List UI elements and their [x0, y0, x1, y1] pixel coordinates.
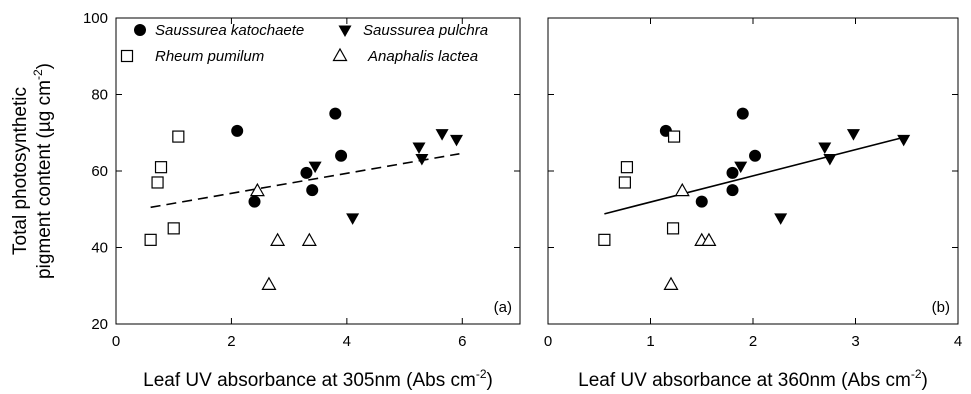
x-tick-label: 6 — [458, 333, 466, 350]
point-anaphalis-lactea — [270, 232, 286, 246]
x-tick-label: 1 — [646, 333, 654, 350]
plot-frame — [547, 17, 959, 325]
y-axis-title-line2: pigment content (µg cm-2) — [31, 63, 55, 279]
point-saussurea-pulchra — [818, 142, 832, 155]
legend-marker-anaphalis-lactea — [332, 47, 348, 62]
x-tick-label: 4 — [954, 333, 962, 350]
point-rheum-pumilum — [618, 176, 631, 189]
point-anaphalis-lactea — [701, 232, 717, 246]
panel-label: (a) — [494, 299, 512, 316]
point-rheum-pumilum — [167, 222, 180, 235]
panel-a: 0 2 4 6 20 40 60 80 100 (a) Leaf UV absorbance at … — [83, 10, 521, 391]
point-saussurea-pulchra — [435, 129, 449, 141]
point-saussurea-katochaete — [248, 195, 261, 208]
point-saussurea-katochaete — [231, 124, 244, 137]
legend-label: Rheum pumilum — [155, 48, 264, 65]
point-saussurea-pulchra — [734, 161, 748, 174]
point-saussurea-katochaete — [329, 107, 342, 120]
point-rheum-pumilum — [154, 161, 168, 174]
x-axis-title-text: Leaf UV absorbance at 305nm (Abs cm — [143, 370, 476, 391]
y-axis-title-exponent: -2 — [31, 69, 45, 80]
y-axis-title-close: ) — [34, 63, 55, 69]
y-tick-label: 100 — [83, 10, 108, 27]
trend-line — [604, 136, 904, 215]
point-rheum-pumilum — [172, 130, 185, 143]
x-axis-title-exponent: -2 — [911, 367, 922, 381]
point-anaphalis-lactea — [261, 276, 277, 290]
point-saussurea-pulchra — [823, 154, 837, 166]
trend-line — [150, 152, 460, 209]
shared-labels: Total photosynthetic pigment content (µg … — [10, 63, 55, 279]
legend-label: Anaphalis lactea — [367, 48, 478, 65]
y-tick-label: 40 — [91, 240, 108, 257]
point-saussurea-pulchra — [415, 154, 429, 166]
legend-label: Saussurea katochaete — [155, 22, 304, 39]
legend-marker-rheum-pumilum — [120, 49, 134, 63]
point-anaphalis-lactea — [301, 232, 317, 246]
point-saussurea-pulchra — [308, 161, 322, 174]
point-saussurea-pulchra — [897, 134, 911, 147]
x-tick-label: 0 — [112, 333, 120, 350]
point-anaphalis-lactea — [249, 182, 265, 197]
y-axis-title-line1: Total photosynthetic — [10, 87, 31, 255]
x-axis-title: Leaf UV absorbance at 360nm (Abs cm-2) — [578, 367, 928, 391]
point-saussurea-katochaete — [306, 184, 319, 197]
legend-label: Saussurea pulchra — [363, 22, 488, 39]
y-tick-label: 80 — [91, 87, 108, 104]
point-saussurea-pulchra — [846, 129, 860, 141]
y-axis-title: Total photosynthetic pigment content (µg … — [10, 63, 55, 279]
point-rheum-pumilum — [666, 222, 680, 235]
point-anaphalis-lactea — [674, 182, 690, 197]
point-saussurea-katochaete — [695, 195, 708, 208]
point-anaphalis-lactea — [663, 276, 679, 290]
point-rheum-pumilum — [598, 233, 611, 246]
x-tick-label: 3 — [851, 333, 859, 350]
panel-b: 0 1 2 3 4(b) Leaf UV absorbance at 360nm (Abs… — [544, 17, 962, 391]
x-axis-title-close: ) — [922, 370, 928, 391]
point-rheum-pumilum — [151, 176, 164, 189]
legend: Saussurea katochaete Rheum pumilum Saussur… — [120, 22, 488, 65]
point-rheum-pumilum — [667, 130, 681, 143]
panel-label: (b) — [932, 299, 950, 316]
x-axis-title: Leaf UV absorbance at 305nm (Abs cm-2) — [143, 367, 493, 391]
legend-marker-saussurea-katochaete — [134, 24, 146, 36]
y-tick-label: 60 — [91, 163, 108, 180]
point-saussurea-katochaete — [749, 149, 762, 162]
y-axis-title-text: pigment content (µg cm — [34, 80, 55, 279]
point-saussurea-pulchra — [346, 213, 360, 225]
point-saussurea-katochaete — [726, 166, 739, 179]
point-saussurea-katochaete — [335, 149, 348, 162]
point-saussurea-pulchra — [412, 142, 426, 155]
x-axis-title-text: Leaf UV absorbance at 360nm (Abs cm — [578, 370, 911, 391]
point-saussurea-katochaete — [726, 184, 739, 197]
point-saussurea-katochaete — [300, 166, 313, 179]
point-saussurea-katochaete — [736, 107, 749, 120]
x-axis-title-exponent: -2 — [476, 367, 487, 381]
point-rheum-pumilum — [144, 233, 157, 246]
x-tick-label: 2 — [749, 333, 757, 350]
point-saussurea-pulchra — [450, 134, 464, 147]
legend-marker-saussurea-pulchra — [338, 25, 352, 37]
x-tick-label: 2 — [227, 333, 235, 350]
y-tick-label: 20 — [91, 316, 108, 333]
x-axis-title-close: ) — [487, 370, 493, 391]
x-tick-label: 0 — [544, 333, 552, 350]
point-rheum-pumilum — [620, 161, 634, 174]
point-saussurea-pulchra — [774, 213, 788, 225]
x-tick-label: 4 — [343, 333, 351, 350]
